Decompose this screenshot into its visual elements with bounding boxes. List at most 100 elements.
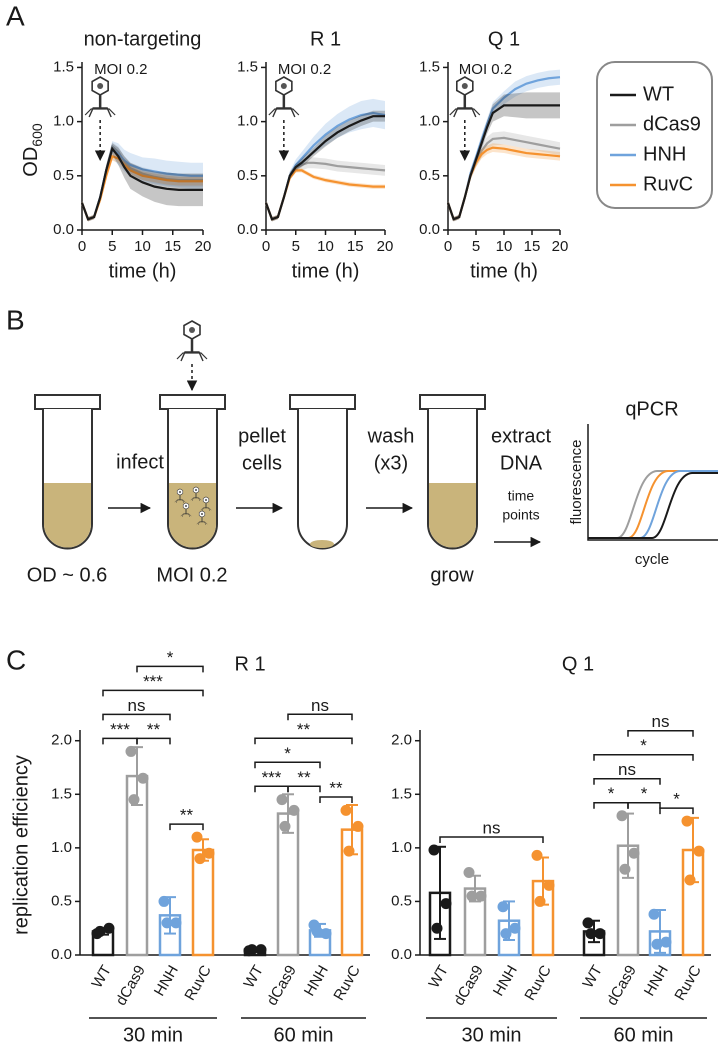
data-point xyxy=(616,810,628,822)
significance-bracket xyxy=(659,807,694,815)
significance-label: * xyxy=(608,784,615,803)
x-tick-label: dCas9 xyxy=(263,962,299,1008)
x-tick-label: RuvC xyxy=(671,962,705,1003)
significance-bracket xyxy=(319,796,353,803)
qpcr-x-label: cycle xyxy=(635,551,669,568)
qpcr-curve xyxy=(588,470,718,539)
step-label: cells xyxy=(242,452,282,474)
data-point xyxy=(352,820,364,832)
y-axis-label: replication efficiency xyxy=(10,755,32,935)
bar xyxy=(191,848,215,957)
y-tick-label: 1.5 xyxy=(237,58,258,75)
significance-bracket xyxy=(439,836,544,843)
data-point xyxy=(191,831,203,843)
data-point xyxy=(440,898,452,910)
x-tick-label: 0 xyxy=(444,238,452,255)
group-label: 60 min xyxy=(613,1024,673,1046)
phage-icon xyxy=(448,75,482,119)
y-tick-label: 1.5 xyxy=(391,785,412,802)
data-point xyxy=(428,844,440,856)
data-point xyxy=(246,944,258,956)
series-line xyxy=(80,146,203,221)
data-point xyxy=(648,908,660,920)
x-tick-label: 15 xyxy=(164,238,181,255)
significance-label: ns xyxy=(483,818,501,837)
y-tick-label: 0.5 xyxy=(53,167,74,184)
data-point xyxy=(684,874,696,886)
x-tick-label: 15 xyxy=(524,238,541,255)
y-tick-label: 0.5 xyxy=(51,892,72,909)
y-tick-label: 2.0 xyxy=(51,732,72,749)
y-tick-label: 1.5 xyxy=(419,58,440,75)
data-point xyxy=(543,879,555,891)
significance-bracket xyxy=(254,761,321,769)
x-tick-label: 20 xyxy=(195,238,212,255)
y-tick-label: 1.0 xyxy=(419,113,440,130)
y-tick-label: 1.0 xyxy=(53,113,74,130)
x-tick-label: 10 xyxy=(134,238,151,255)
time-note: points xyxy=(502,507,539,523)
x-tick-label: 5 xyxy=(472,238,480,255)
x-tick-label: WT xyxy=(580,962,606,991)
significance-label: ns xyxy=(618,760,636,779)
data-point xyxy=(255,944,267,956)
legend-box xyxy=(596,61,713,209)
significance-label: *** xyxy=(262,768,282,787)
data-point xyxy=(128,794,140,806)
data-point xyxy=(194,853,206,865)
error-band xyxy=(266,157,385,222)
data-point xyxy=(340,804,352,816)
chart-title: non-targeting xyxy=(84,28,202,50)
panel-label: A xyxy=(6,0,25,31)
error-band xyxy=(448,69,560,222)
significance-label: * xyxy=(284,744,291,763)
x-tick-label: 10 xyxy=(317,238,334,255)
x-tick-label: RuvC xyxy=(330,962,364,1003)
data-point xyxy=(660,936,672,948)
chart-title: Q 1 xyxy=(562,653,594,675)
tube xyxy=(34,394,101,550)
legend-label: RuvC xyxy=(643,173,693,195)
legend-label: WT xyxy=(643,83,674,105)
panel-label: C xyxy=(6,644,26,675)
step-label: wash xyxy=(367,425,415,447)
data-point xyxy=(475,890,487,902)
x-tick-label: HNH xyxy=(490,962,521,999)
y-tick-label: 0.0 xyxy=(419,221,440,238)
data-point xyxy=(651,938,663,950)
legend-label: dCas9 xyxy=(643,113,701,135)
data-point xyxy=(628,847,640,859)
step-label: extract xyxy=(491,425,551,447)
x-tick-label: 15 xyxy=(347,238,364,255)
y-tick-label: 0.5 xyxy=(419,167,440,184)
data-point xyxy=(103,922,115,934)
annotation: MOI 0.2 xyxy=(459,61,512,78)
diagram: infect pellet cells wash (x3) extract DN… xyxy=(27,319,718,586)
phage-icon xyxy=(175,319,209,363)
data-point xyxy=(497,901,509,913)
data-point xyxy=(311,925,323,937)
group-label: 30 min xyxy=(461,1024,521,1046)
annotation: MOI 0.2 xyxy=(94,61,147,78)
x-tick-label: HNH xyxy=(641,962,672,999)
data-point xyxy=(509,922,521,934)
significance-bracket xyxy=(102,737,138,745)
y-tick-label: 0.0 xyxy=(391,946,412,963)
significance-label: * xyxy=(673,790,680,809)
data-point xyxy=(466,890,478,902)
time-note: time xyxy=(508,488,535,504)
y-tick-label: 0.0 xyxy=(53,221,74,238)
chart-title: R 1 xyxy=(234,653,265,675)
legend-label: HNH xyxy=(643,143,686,165)
x-axis-label: time (h) xyxy=(292,260,360,282)
data-point xyxy=(94,925,106,937)
x-tick-label: 0 xyxy=(78,238,86,255)
y-axis-label-sub: 600 xyxy=(29,123,45,147)
data-point xyxy=(681,815,693,827)
tube xyxy=(159,394,226,550)
significance-bracket xyxy=(102,689,204,697)
significance-bracket xyxy=(254,737,353,745)
y-tick-label: 1.5 xyxy=(51,785,72,802)
significance-label: ** xyxy=(180,806,194,825)
data-point xyxy=(693,845,705,857)
